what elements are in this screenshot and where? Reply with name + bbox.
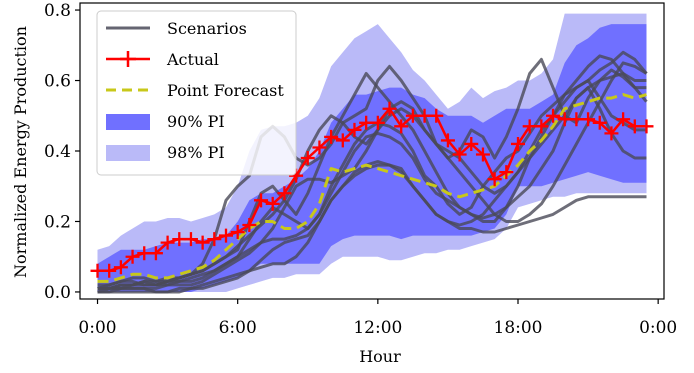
legend-pi90-swatch [106,114,150,130]
actual-marker-16 [277,186,292,201]
actual-marker-38 [534,119,549,134]
actual-marker-14 [254,193,269,208]
actual-marker-46 [627,119,642,134]
actual-marker-29 [429,108,444,123]
legend-actual-marker [120,51,136,67]
actual-marker-20 [324,129,339,144]
y-tick-label-2: 0.4 [44,142,71,162]
y-tick-label-1: 0.2 [44,212,71,232]
y-axis-ticks: 0.0 0.2 0.4 0.6 0.8 [44,1,80,303]
actual-marker-1 [102,263,117,278]
actual-marker-21 [335,133,350,148]
actual-marker-22 [347,122,362,137]
scenario-line-8 [97,54,648,287]
x-axis-ticks: 0:00 6:00 12:00 18:00 0:00 [78,299,677,338]
point-forecast-line [97,93,647,283]
legend-scenarios-label: Scenarios [167,19,247,38]
actual-marker-25 [382,101,397,116]
actual-marker-34 [487,172,502,187]
actual-marker-10 [207,232,222,247]
point-forecast-layer [97,93,647,283]
actual-marker-37 [522,119,537,134]
scenario-lines-layer [97,50,648,294]
actual-marker-27 [405,108,420,123]
actual-marker-44 [604,126,619,141]
scenario-line-7 [97,163,647,294]
actual-marker-18 [300,151,315,166]
actual-marker-26 [394,119,409,134]
legend-pi98-label: 98% PI [167,143,225,162]
x-tick-label-3: 18:00 [494,318,543,338]
band-90-pi [97,24,647,292]
actual-marker-3 [125,249,140,264]
actual-marker-39 [546,108,561,123]
actual-marker-45 [616,112,631,127]
actual-marker-32 [464,136,479,151]
legend-pi90-label: 90% PI [167,112,225,131]
x-tick-label-0: 0:00 [78,318,116,338]
actual-marker-43 [592,115,607,130]
actual-marker-9 [195,235,210,250]
band-90-pi-layer [97,24,647,292]
actual-marker-11 [219,228,233,243]
x-tick-label-1: 6:00 [219,318,257,338]
scenario-line-5 [97,61,648,294]
actual-marker-33 [475,147,490,162]
actual-marker-23 [359,115,374,130]
legend: Scenarios Actual Point Forecast 90% PI 9… [96,10,297,176]
y-axis-title: Normalized Energy Production [11,26,30,278]
actual-marker-36 [511,136,525,151]
actual-marker-35 [499,165,514,180]
actual-marker-6 [160,235,175,250]
scenario-line-1 [97,50,648,290]
actual-marker-40 [557,112,572,127]
legend-box [96,10,297,176]
actual-marker-0 [90,263,105,278]
actual-marker-12 [230,225,245,240]
actual-marker-31 [452,147,467,162]
actual-marker-8 [183,232,198,247]
actual-marker-47 [639,119,654,134]
actual-marker-4 [137,246,152,261]
actual-marker-13 [242,218,257,232]
actual-marker-41 [569,112,584,127]
x-axis-title: Hour [359,347,401,366]
x-tick-label-4: 0:00 [639,318,677,338]
actual-marker-24 [370,115,385,130]
actual-marker-7 [172,232,187,247]
actual-marker-19 [312,140,327,155]
y-tick-label-0: 0.0 [44,283,71,303]
legend-forecast-label: Point Forecast [167,81,284,100]
actual-layer [90,101,654,278]
x-tick-label-2: 12:00 [353,318,402,338]
legend-pi98-swatch [106,145,150,161]
actual-marker-15 [265,196,280,211]
legend-actual-label: Actual [166,50,219,69]
actual-marker-42 [581,112,596,127]
y-tick-label-4: 0.8 [44,1,71,21]
actual-marker-2 [113,260,128,275]
y-tick-label-3: 0.6 [44,72,71,92]
actual-marker-28 [417,108,432,123]
actual-marker-5 [148,246,163,261]
actual-marker-30 [440,133,455,148]
